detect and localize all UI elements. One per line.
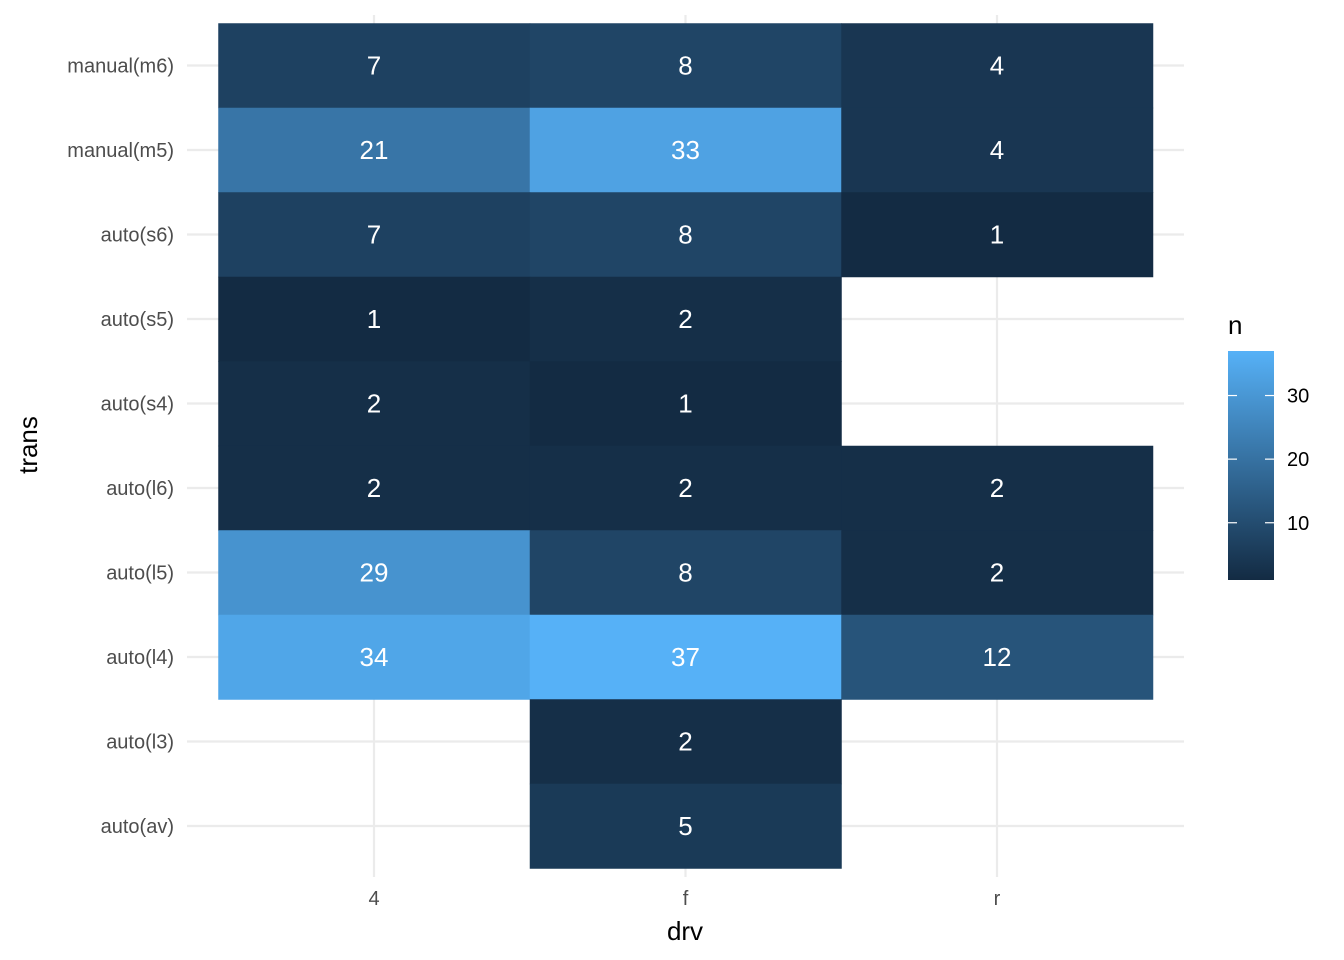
heatmap-cell-4-auto(l4) <box>218 614 531 700</box>
heatmap-cell-4-manual(m6) <box>218 23 531 109</box>
x-tick-label: f <box>683 888 689 910</box>
heatmap-cell-f-manual(m6) <box>529 23 842 109</box>
heatmap-cell-r-auto(l6) <box>841 445 1154 531</box>
legend-tick-label: 30 <box>1287 386 1309 408</box>
cell-label-4-auto(s5): 1 <box>367 304 381 334</box>
heatmap-cell-f-auto(l3) <box>529 699 842 785</box>
cell-label-f-auto(s6): 8 <box>678 220 692 250</box>
y-tick-label: manual(m6) <box>67 56 174 78</box>
y-tick-label: manual(m5) <box>67 140 174 162</box>
cell-label-r-auto(l4): 12 <box>983 642 1012 672</box>
cell-label-4-auto(s4): 2 <box>367 389 381 419</box>
heatmap-cell-4-manual(m5) <box>218 107 531 193</box>
legend-tick-label: 20 <box>1287 449 1309 471</box>
legend-ticks: 10 20 30 <box>1228 386 1309 535</box>
x-axis-ticks: 4 f r <box>368 888 1000 910</box>
cell-label-r-auto(l6): 2 <box>990 473 1004 503</box>
x-tick-label: 4 <box>368 888 379 910</box>
y-tick-label: auto(l3) <box>106 732 174 754</box>
cell-label-f-auto(s4): 1 <box>678 389 692 419</box>
y-tick-label: auto(l4) <box>106 647 174 669</box>
cell-label-f-auto(l5): 8 <box>678 558 692 588</box>
heatmap-cell-4-auto(l5) <box>218 530 531 616</box>
cell-label-f-manual(m6): 8 <box>678 51 692 81</box>
cell-label-r-auto(s6): 1 <box>990 220 1004 250</box>
y-tick-label: auto(s6) <box>101 225 174 247</box>
heatmap-cell-4-auto(s4) <box>218 361 531 447</box>
heatmap-cell-f-manual(m5) <box>529 107 842 193</box>
y-tick-label: auto(l5) <box>106 563 174 585</box>
heatmap-cell-f-auto(s4) <box>529 361 842 447</box>
legend-colorbar <box>1228 351 1274 580</box>
heatmap-cell-f-auto(av) <box>529 783 842 869</box>
y-axis-title: trans <box>13 416 43 474</box>
heatmap-cell-4-auto(s6) <box>218 192 531 278</box>
y-tick-label: auto(s5) <box>101 309 174 331</box>
cell-label-4-auto(l5): 29 <box>360 558 389 588</box>
color-legend: n 10 20 30 <box>1228 310 1309 580</box>
cell-label-f-auto(l6): 2 <box>678 473 692 503</box>
cell-label-f-manual(m5): 33 <box>671 135 700 165</box>
cell-label-4-auto(l6): 2 <box>367 473 381 503</box>
heatmap-cell-f-auto(l5) <box>529 530 842 616</box>
heatmap-cell-r-auto(l5) <box>841 530 1154 616</box>
heatmap-cell-r-manual(m5) <box>841 107 1154 193</box>
cell-label-r-manual(m5): 4 <box>990 135 1004 165</box>
legend-tick-label: 10 <box>1287 513 1309 535</box>
heatmap-cell-4-auto(l6) <box>218 445 531 531</box>
legend-title: n <box>1228 310 1242 340</box>
cell-label-4-manual(m5): 21 <box>360 135 389 165</box>
heatmap-cell-f-auto(l6) <box>529 445 842 531</box>
heatmap-cell-f-auto(s5) <box>529 276 842 362</box>
y-tick-label: auto(av) <box>101 816 174 838</box>
y-tick-label: auto(l6) <box>106 478 174 500</box>
x-tick-label: r <box>994 888 1001 910</box>
cell-label-f-auto(av): 5 <box>678 811 692 841</box>
cell-label-r-manual(m6): 4 <box>990 51 1004 81</box>
heatmap-cell-r-auto(l4) <box>841 614 1154 700</box>
cell-label-f-auto(l3): 2 <box>678 727 692 757</box>
y-axis-ticks: auto(av) auto(l3) auto(l4) auto(l5) auto(l6)… <box>67 56 174 839</box>
heatmap-cell-f-auto(l4) <box>529 614 842 700</box>
cell-label-f-auto(l4): 37 <box>671 642 700 672</box>
heatmap-cell-r-manual(m6) <box>841 23 1154 109</box>
heatmap-cells <box>218 23 1154 869</box>
y-tick-label: auto(s4) <box>101 394 174 416</box>
cell-label-4-auto(s6): 7 <box>367 220 381 250</box>
cell-label-r-auto(l5): 2 <box>990 558 1004 588</box>
cell-label-4-auto(l4): 34 <box>360 642 389 672</box>
x-axis-title: drv <box>667 916 703 946</box>
heatmap-cell-4-auto(s5) <box>218 276 531 362</box>
heatmap-cell-f-auto(s6) <box>529 192 842 278</box>
heatmap-cell-r-auto(s6) <box>841 192 1154 278</box>
cell-label-4-manual(m6): 7 <box>367 51 381 81</box>
cell-label-f-auto(s5): 2 <box>678 304 692 334</box>
